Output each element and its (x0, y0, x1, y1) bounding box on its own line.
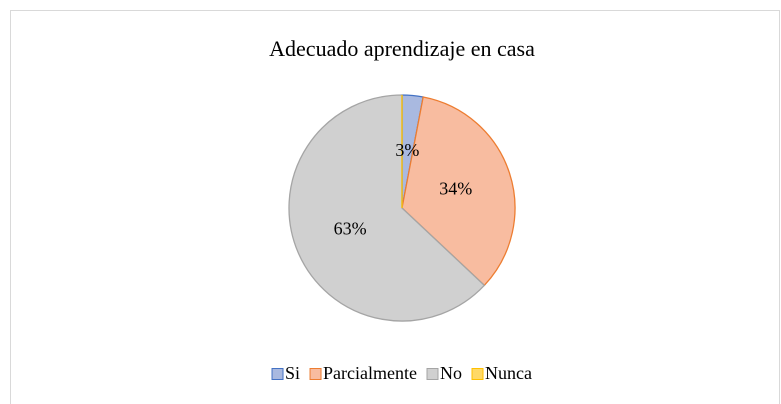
legend-label: No (440, 363, 462, 383)
pie-slice (288, 94, 486, 322)
pie-slice (401, 96, 516, 287)
legend-swatch (471, 368, 484, 380)
legend-swatch (309, 368, 322, 380)
legend-swatch (271, 368, 284, 380)
data-label: 34% (439, 179, 472, 199)
data-label: 63% (334, 219, 367, 239)
data-label: 3% (395, 140, 419, 160)
legend-label: Parcialmente (323, 363, 417, 383)
chart-title: Adecuado aprendizaje en casa (269, 36, 535, 61)
legend-label: Si (285, 363, 300, 383)
legend-label: Nunca (485, 363, 532, 383)
legend-swatch (426, 368, 439, 380)
